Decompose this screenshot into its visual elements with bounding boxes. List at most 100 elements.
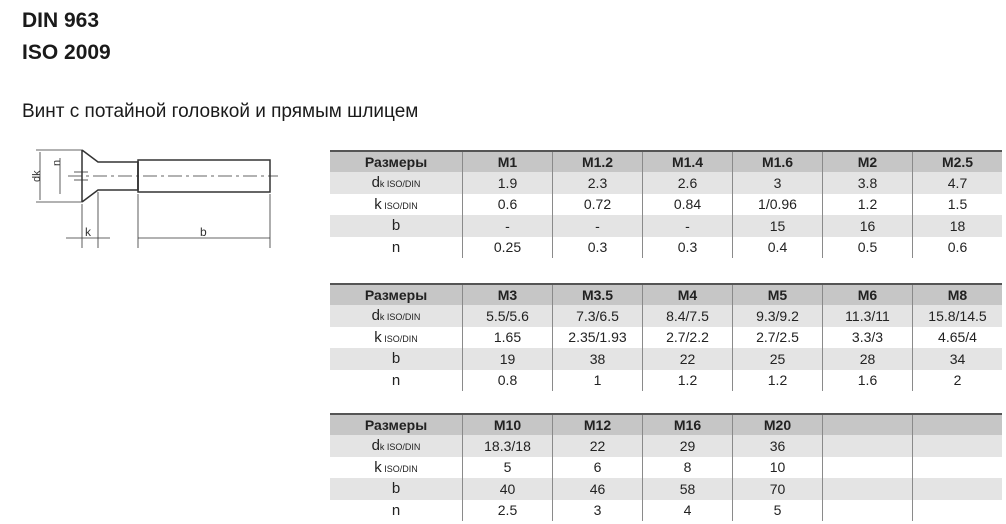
- row-label-main: d: [371, 437, 380, 455]
- standard-din: DIN 963: [22, 9, 100, 32]
- table-cell: 2.3: [552, 172, 643, 194]
- table-cell: 70: [732, 478, 823, 500]
- row-label-main: k: [374, 195, 382, 213]
- spec-table-2: Размеры M3 M3.5 M4 M5 M6 M8 dk ISO/DIN 5.5/5.6 7.…: [330, 283, 1002, 391]
- table-cell: 8.4/7.5: [642, 305, 733, 327]
- table-cell: 1: [552, 369, 643, 391]
- table-cell: 22: [552, 435, 643, 457]
- table-cell: 0.25: [462, 236, 553, 258]
- table-row: dk ISO/DIN 18.3/18 22 29 36: [330, 435, 1002, 457]
- row-label-main: d: [371, 174, 380, 192]
- row-label: b: [330, 348, 463, 370]
- row-label-sub: ISO/DIN: [381, 333, 418, 344]
- table-cell: 3: [732, 172, 823, 194]
- table-cell: [822, 499, 913, 521]
- table-cell: 8: [642, 456, 733, 478]
- row-label: n: [330, 500, 463, 522]
- row-label-sub: k ISO/DIN: [379, 179, 421, 190]
- screw-drawing: dk n k b: [31, 149, 278, 248]
- table-cell: 5: [462, 456, 553, 478]
- table-row: n 0.25 0.3 0.3 0.4 0.5 0.6: [330, 236, 1002, 258]
- header-label: Размеры: [330, 413, 463, 435]
- size-header: M1.2: [552, 150, 643, 172]
- row-label-main: d: [371, 307, 380, 325]
- header-row: Размеры M1 M1.2 M1.4 M1.6 M2 M2.5: [330, 150, 1002, 172]
- size-header: M4: [642, 283, 733, 305]
- product-title: Винт с потайной головкой и прямым шлицем: [22, 101, 419, 122]
- size-header: [912, 413, 1002, 435]
- table-cell: 2.6: [642, 172, 733, 194]
- label-dk: dk: [31, 170, 43, 182]
- table-cell: 9.3/9.2: [732, 305, 823, 327]
- table-row: k ISO/DIN 1.65 2.35/1.93 2.7/2.2 2.7/2.5 3.3/…: [330, 326, 1002, 349]
- table-cell: 18: [912, 215, 1002, 237]
- row-label: b: [330, 478, 463, 500]
- table-cell: 0.4: [732, 236, 823, 258]
- size-header: M6: [822, 283, 913, 305]
- table-cell: 0.3: [642, 236, 733, 258]
- row-label-sub: ISO/DIN: [381, 463, 418, 474]
- table-cell: 3: [552, 499, 643, 521]
- table-cell: 5.5/5.6: [462, 305, 553, 327]
- header-label: Размеры: [330, 150, 463, 172]
- table-cell: 29: [642, 435, 733, 457]
- table-cell: 0.8: [462, 369, 553, 391]
- size-header: M12: [552, 413, 643, 435]
- table-cell: 5: [732, 499, 823, 521]
- table-cell: 0.84: [642, 193, 733, 215]
- row-label-main: b: [391, 217, 401, 235]
- table-cell: 2: [912, 369, 1002, 391]
- table-cell: 2.7/2.5: [732, 326, 823, 348]
- table-cell: 0.5: [822, 236, 913, 258]
- table-cell: 0.6: [912, 236, 1002, 258]
- table-cell: 28: [822, 348, 913, 370]
- table-cell: 25: [732, 348, 823, 370]
- table-row: n 2.5 3 4 5: [330, 499, 1002, 522]
- size-header: M2: [822, 150, 913, 172]
- table-cell: 36: [732, 435, 823, 457]
- table-cell: 0.6: [462, 193, 553, 215]
- table-cell: 2.5: [462, 499, 553, 521]
- table-cell: [822, 435, 913, 457]
- table-cell: -: [642, 215, 733, 237]
- table-cell: 19: [462, 348, 553, 370]
- table-cell: [912, 435, 1002, 457]
- table-cell: [822, 478, 913, 500]
- table-cell: 1.5: [912, 193, 1002, 215]
- table-cell: 4.65/4: [912, 326, 1002, 348]
- size-header: M8: [912, 283, 1002, 305]
- table-cell: [912, 456, 1002, 478]
- row-label: dk ISO/DIN: [330, 435, 463, 457]
- table-cell: 1.65: [462, 326, 553, 348]
- table-row: dk ISO/DIN 1.9 2.3 2.6 3 3.8 4.7: [330, 172, 1002, 194]
- row-label-main: b: [391, 480, 401, 498]
- row-label-main: n: [391, 238, 401, 256]
- label-k: k: [85, 225, 92, 239]
- row-label: k ISO/DIN: [330, 327, 463, 349]
- label-b: b: [200, 225, 207, 239]
- table-cell: 1.2: [732, 369, 823, 391]
- table-cell: 46: [552, 478, 643, 500]
- table-cell: 0.72: [552, 193, 643, 215]
- spec-table-1: Размеры M1 M1.2 M1.4 M1.6 M2 M2.5 dk ISO/DIN 1.9…: [330, 150, 1002, 258]
- table-cell: 15: [732, 215, 823, 237]
- size-header: [822, 413, 913, 435]
- row-label: k ISO/DIN: [330, 194, 463, 216]
- table-row: b 40 46 58 70: [330, 478, 1002, 500]
- header-row: Размеры M10 M12 M16 M20: [330, 413, 1002, 435]
- table-cell: 1/0.96: [732, 193, 823, 215]
- table-cell: 2.7/2.2: [642, 326, 733, 348]
- table-cell: 1.2: [642, 369, 733, 391]
- row-label-main: b: [391, 350, 401, 368]
- row-label-sub: ISO/DIN: [381, 200, 418, 211]
- table-row: k ISO/DIN 0.6 0.72 0.84 1/0.96 1.2 1.5: [330, 193, 1002, 216]
- table-cell: 2.35/1.93: [552, 326, 643, 348]
- table-cell: 16: [822, 215, 913, 237]
- header-label: Размеры: [330, 283, 463, 305]
- size-header: M2.5: [912, 150, 1002, 172]
- label-n: n: [51, 160, 63, 166]
- size-header: M16: [642, 413, 733, 435]
- size-header: M5: [732, 283, 823, 305]
- table-row: dk ISO/DIN 5.5/5.6 7.3/6.5 8.4/7.5 9.3/9.2 11…: [330, 305, 1002, 327]
- table-cell: 15.8/14.5: [912, 305, 1002, 327]
